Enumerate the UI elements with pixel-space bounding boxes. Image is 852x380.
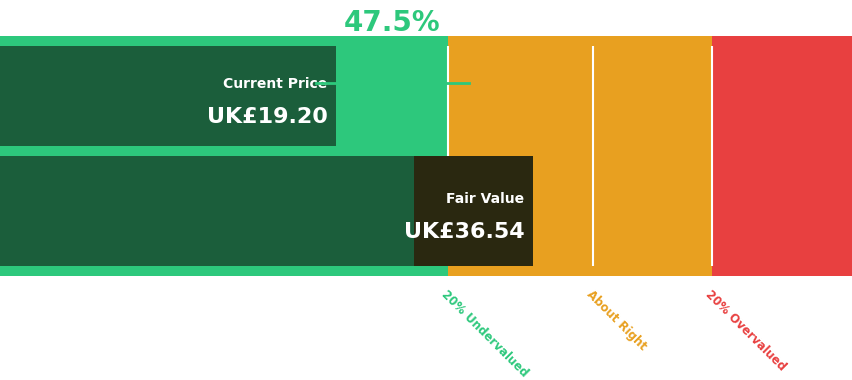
Text: 20% Overvalued: 20% Overvalued <box>702 288 787 374</box>
Text: UK£36.54: UK£36.54 <box>404 222 524 242</box>
FancyBboxPatch shape <box>0 36 447 276</box>
FancyBboxPatch shape <box>447 36 592 276</box>
FancyBboxPatch shape <box>447 36 592 46</box>
FancyBboxPatch shape <box>0 266 447 276</box>
FancyBboxPatch shape <box>0 46 336 146</box>
FancyBboxPatch shape <box>0 156 515 266</box>
FancyBboxPatch shape <box>711 36 852 46</box>
Text: About Right: About Right <box>583 288 648 353</box>
Text: Undervalued: Undervalued <box>343 54 440 69</box>
Text: UK£19.20: UK£19.20 <box>206 107 327 127</box>
FancyBboxPatch shape <box>447 266 592 276</box>
FancyBboxPatch shape <box>711 36 852 276</box>
FancyBboxPatch shape <box>592 36 711 276</box>
FancyBboxPatch shape <box>0 36 447 46</box>
Text: 20% Undervalued: 20% Undervalued <box>438 288 530 380</box>
FancyBboxPatch shape <box>711 266 852 276</box>
Text: 47.5%: 47.5% <box>343 9 440 37</box>
Text: Fair Value: Fair Value <box>446 192 524 206</box>
FancyBboxPatch shape <box>413 156 532 266</box>
FancyBboxPatch shape <box>0 46 336 146</box>
FancyBboxPatch shape <box>592 36 711 46</box>
Text: Current Price: Current Price <box>223 77 327 91</box>
FancyBboxPatch shape <box>592 266 711 276</box>
